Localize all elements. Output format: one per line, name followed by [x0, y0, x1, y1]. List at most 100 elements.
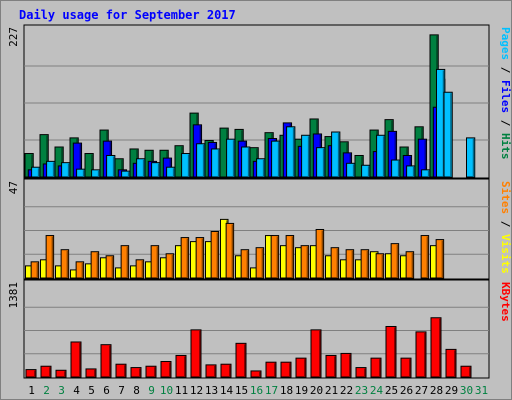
bar-kbytes — [280, 361, 292, 378]
bar-pages — [61, 162, 71, 178]
bar-pages-shade — [37, 168, 40, 177]
bar-sites — [195, 237, 205, 279]
day-label: 17 — [265, 384, 278, 397]
day-label: 29 — [445, 384, 458, 397]
bar-sites-body — [30, 261, 40, 279]
bar-kbytes-shade — [274, 363, 276, 377]
bar-kbytes — [415, 331, 427, 378]
bar-kbytes-shade — [469, 367, 471, 377]
bar-sites — [330, 247, 340, 279]
bar-sites — [240, 249, 250, 279]
bar-sites — [105, 255, 115, 279]
legend-entry: KBytes — [499, 282, 512, 322]
bar-sites-shade — [126, 246, 129, 278]
bar-sites-shade — [351, 250, 354, 278]
bar-sites — [285, 235, 295, 279]
day-label: 4 — [73, 384, 80, 397]
day-label: 27 — [415, 384, 428, 397]
bar-pages-shade — [382, 136, 385, 177]
legend-entry: / — [499, 214, 512, 234]
bar-kbytes-shade — [454, 350, 456, 377]
legend-entry: / — [499, 60, 512, 80]
bar-pages-shade — [142, 159, 145, 177]
bar-kbytes — [265, 361, 277, 378]
bar-sites-body — [225, 222, 235, 279]
bar-kbytes-body — [85, 368, 97, 378]
bar-pages-shade — [337, 133, 340, 177]
panel-hits-files-pages: 227 Pages / Files / Hits — [7, 24, 512, 179]
bar-sites-shade — [291, 236, 294, 278]
bar-pages — [391, 159, 401, 178]
bar-sites-body — [60, 249, 70, 279]
bar-kbytes — [250, 370, 262, 378]
bar-sites-body — [165, 253, 175, 279]
bar-kbytes-body — [265, 361, 277, 378]
bar-pages-extra — [443, 91, 453, 178]
bar-pages-shade — [217, 149, 220, 177]
panel-max-label: 47 — [7, 181, 20, 194]
day-label: 19 — [295, 384, 308, 397]
bar-sites — [315, 228, 325, 279]
bar-kbytes-body — [100, 344, 112, 378]
bar-kbytes-body — [55, 369, 67, 378]
bar-kbytes-body — [325, 354, 337, 378]
bar-kbytes-shade — [349, 354, 351, 377]
day-label: 15 — [235, 384, 248, 397]
bar-pages-shade — [67, 163, 70, 177]
bar-kbytes-body — [130, 367, 142, 378]
bar-sites — [225, 222, 235, 279]
bar-pages — [316, 147, 326, 178]
bar-kbytes-body — [430, 317, 442, 378]
bar-pages — [421, 169, 431, 178]
legend-entry: Files — [499, 80, 512, 113]
bar-kbytes — [55, 369, 67, 378]
bar-kbytes — [130, 367, 142, 378]
bar-sites-shade — [201, 238, 204, 278]
bar-pages-extra-shade — [472, 138, 475, 177]
bar-files-shade — [79, 144, 82, 177]
bar-sites-shade — [111, 256, 114, 278]
bar-sites-body — [180, 237, 190, 279]
bar-sites-body — [285, 235, 295, 279]
legend-entry: Visits — [499, 234, 512, 274]
bar-pages-shade — [97, 170, 100, 177]
bar-hits-shade — [46, 135, 48, 177]
bar-pages — [271, 140, 281, 178]
bar-kbytes-body — [115, 363, 127, 378]
bar-hits — [84, 153, 94, 178]
bar-sites-body — [195, 237, 205, 279]
bar-kbytes — [340, 352, 352, 378]
bar-files-shade — [424, 140, 427, 177]
bar-kbytes-shade — [199, 330, 201, 377]
bar-kbytes-body — [250, 370, 262, 378]
day-label: 22 — [340, 384, 353, 397]
bar-pages-shade — [247, 148, 250, 177]
bar-sites-shade — [426, 236, 429, 278]
bar-kbytes-body — [145, 365, 157, 378]
bar-sites-body — [405, 251, 415, 279]
bar-kbytes-body — [340, 352, 352, 378]
bar-sites-body — [75, 261, 85, 279]
bar-kbytes-body — [235, 342, 247, 378]
bar-sites-shade — [156, 246, 159, 278]
bar-sites-body — [330, 247, 340, 279]
chart-title: Daily usage for September 2017 — [19, 8, 236, 22]
bar-kbytes — [205, 364, 217, 378]
bar-sites — [90, 251, 100, 279]
bar-sites-body — [300, 245, 310, 279]
bar-sites-body — [210, 231, 220, 279]
bar-kbytes-body — [190, 329, 202, 378]
bar-kbytes-shade — [244, 344, 246, 377]
bar-pages-shade — [232, 140, 235, 177]
bar-pages — [286, 126, 296, 178]
bar-pages-shade — [82, 170, 85, 177]
bar-pages-shade — [367, 166, 370, 177]
day-label: 24 — [370, 384, 384, 397]
bar-pages-shade — [412, 166, 415, 177]
day-label: 9 — [148, 384, 155, 397]
bar-pages — [241, 146, 251, 178]
bar-sites-shade — [171, 254, 174, 278]
bar-pages — [301, 134, 311, 178]
bar-kbytes — [460, 365, 472, 378]
legend-entry: Sites — [499, 181, 512, 214]
